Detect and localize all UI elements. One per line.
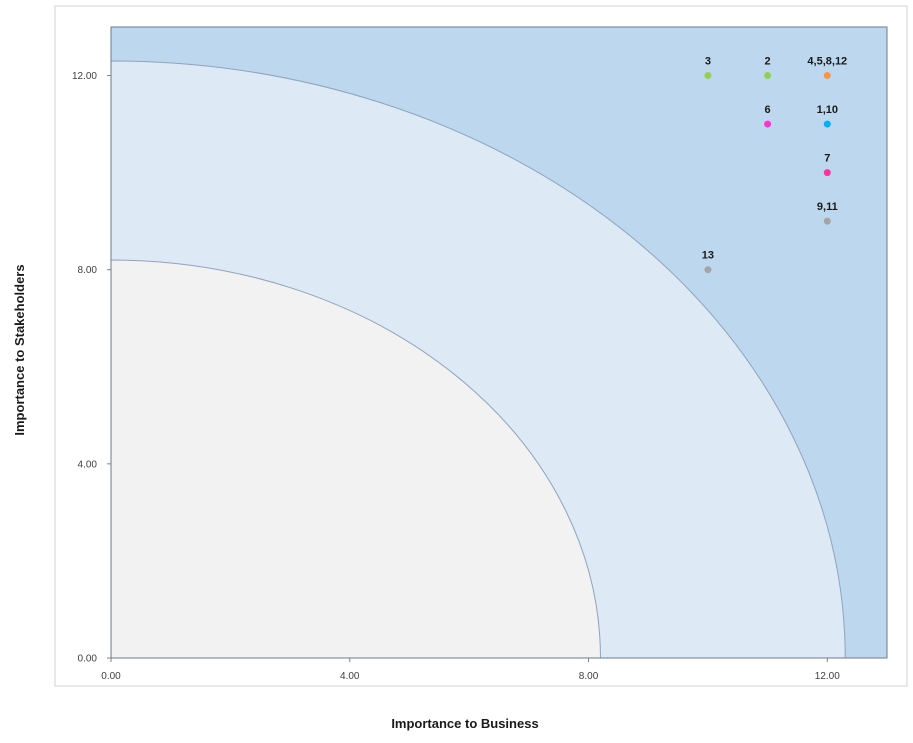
data-label: 1,10 (817, 104, 838, 116)
x-tick-label: 4.00 (340, 671, 360, 682)
data-point (764, 120, 772, 128)
x-axis-title: Importance to Business (391, 716, 538, 731)
y-tick-label: 0.00 (78, 654, 98, 665)
data-label: 13 (702, 250, 714, 262)
plot-area (110, 26, 888, 659)
band-arcs (111, 60, 846, 658)
x-tick-label: 12.00 (815, 671, 840, 682)
data-label: 9,11 (817, 201, 838, 213)
y-axis-title: Importance to Stakeholders (12, 264, 27, 435)
data-points: 3 2 4,5,8,12 6 1,10 7 9,11 13 (702, 56, 847, 274)
plot-border (110, 26, 888, 659)
data-label: 6 (765, 104, 771, 116)
band-low (111, 259, 601, 658)
data-label: 7 (824, 153, 830, 165)
y-tick-label: 12.00 (72, 71, 97, 82)
data-label: 2 (765, 56, 771, 68)
y-tick-label: 8.00 (78, 265, 98, 276)
data-label: 4,5,8,12 (807, 56, 847, 68)
data-point (704, 266, 712, 274)
x-tick-label: 8.00 (579, 671, 599, 682)
data-point (823, 217, 831, 225)
data-point (823, 169, 831, 177)
data-label: 3 (705, 56, 711, 68)
data-point (823, 72, 831, 80)
axes: 0.00 4.00 8.00 12.00 0.00 4.00 8.00 12.00 (72, 71, 840, 682)
y-tick-label: 4.00 (78, 459, 98, 470)
data-point (704, 72, 712, 80)
data-point (823, 120, 831, 128)
x-tick-label: 0.00 (101, 671, 121, 682)
data-point (764, 72, 772, 80)
